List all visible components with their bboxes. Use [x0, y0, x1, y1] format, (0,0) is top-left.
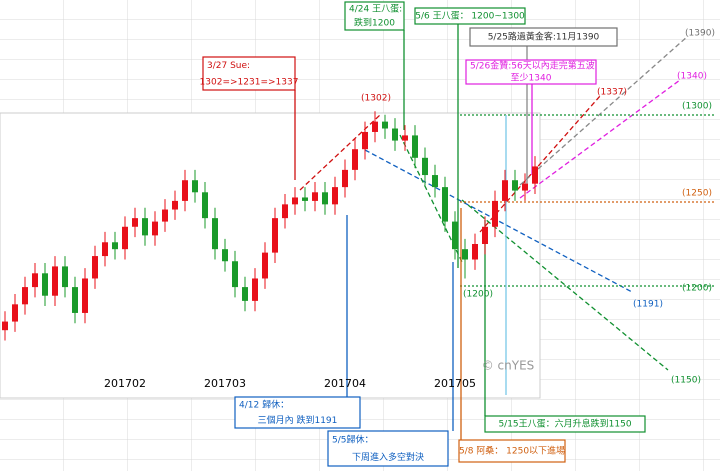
- x-tick-label: 201705: [434, 377, 476, 390]
- candle-body: [242, 287, 248, 301]
- candle-body: [72, 287, 78, 313]
- annotation-text: 跌到1200: [354, 17, 395, 29]
- candle-body: [232, 261, 238, 288]
- candle-body: [472, 244, 478, 260]
- candle-body: [52, 266, 58, 296]
- candle-body: [282, 204, 288, 219]
- candle-body: [402, 135, 408, 141]
- candle-body: [322, 192, 328, 205]
- candle-body: [482, 226, 488, 244]
- x-tick-label: 201704: [324, 377, 366, 390]
- candle-body: [372, 121, 378, 132]
- candle-body: [32, 273, 38, 288]
- price-label: (1200): [682, 284, 712, 294]
- candle-body: [202, 192, 208, 219]
- candle-body: [92, 256, 98, 279]
- x-tick-label: 201702: [104, 377, 146, 390]
- candle-body: [2, 321, 8, 331]
- annotation-text: 3/27 Sue:: [207, 61, 250, 71]
- plot-area: [0, 112, 541, 399]
- price-label: (1300): [682, 102, 712, 112]
- annotation-box: [234, 396, 361, 429]
- candle-body: [312, 192, 318, 201]
- candle-body: [12, 304, 18, 322]
- annotation-box: [327, 430, 449, 467]
- candle-body: [102, 242, 108, 257]
- annotation-text: 5/5歸休：: [332, 433, 374, 445]
- candle-body: [112, 242, 118, 250]
- price-label: (1340): [677, 72, 707, 82]
- candle-body: [142, 218, 148, 236]
- price-label: (1337): [597, 88, 627, 98]
- candle-body: [492, 200, 498, 227]
- candle-body: [422, 157, 428, 176]
- candle-body: [522, 183, 528, 191]
- candle-body: [172, 200, 178, 210]
- price-label: (1390): [685, 29, 715, 39]
- candles: [2, 111, 538, 341]
- annotation-box: [344, 1, 405, 31]
- candle-body: [252, 278, 258, 301]
- candle-body: [292, 197, 298, 205]
- candle-body: [392, 128, 398, 141]
- candle-body: [152, 221, 158, 236]
- candle-body: [192, 180, 198, 193]
- price-label: (1191): [633, 300, 663, 310]
- annotation-text: 三個月內 跌到1191: [258, 414, 338, 426]
- candle-body: [362, 131, 368, 150]
- annotation-text: 5/15王八蛋：六月升息跌到1150: [498, 418, 631, 430]
- x-tick-label: 201703: [204, 377, 246, 390]
- candle-body: [332, 187, 338, 205]
- annotation-box: [202, 56, 296, 91]
- candle-body: [512, 180, 518, 191]
- annotation-box: [469, 27, 618, 47]
- candle-body: [122, 226, 128, 250]
- annotation-box: [414, 7, 526, 25]
- candle-body: [222, 249, 228, 262]
- candle-body: [302, 197, 308, 201]
- annotation-text: 下周進入多空對決: [352, 451, 424, 463]
- candle-body: [462, 249, 468, 260]
- candle-body: [62, 266, 68, 288]
- candle-body: [182, 180, 188, 201]
- watermark: © cnYES: [482, 359, 535, 373]
- candle-body: [502, 180, 508, 201]
- candle-body: [42, 273, 48, 296]
- annotation-text: 4/12 歸休：: [239, 398, 289, 410]
- candle-body: [352, 149, 358, 170]
- price-label: (1250): [682, 189, 712, 199]
- annotation-box: [484, 415, 646, 433]
- annotation-text: 4/24 王八蛋:: [349, 4, 402, 15]
- price-label: (1302): [361, 94, 391, 104]
- annotation-text: 5/25路過黃金客:11月1390: [488, 31, 600, 43]
- candle-body: [432, 175, 438, 188]
- candle-body: [82, 278, 88, 313]
- candle-body: [442, 187, 448, 222]
- price-label: (1150): [671, 376, 701, 386]
- candle-body: [532, 166, 538, 184]
- candle-body: [412, 135, 418, 158]
- candle-body: [342, 169, 348, 188]
- annotation-text: 至少1340: [511, 73, 552, 84]
- candle-body: [382, 121, 388, 129]
- annotation-text: 5/26金贊:56天以內走完第五波: [470, 60, 595, 72]
- candle-body: [132, 218, 138, 227]
- annotation-text: 5/6 王八蛋： 1200~1300: [415, 11, 525, 22]
- annotation-text: 1302=>1231=>1337: [200, 77, 299, 87]
- candle-body: [22, 287, 28, 305]
- candle-body: [272, 218, 278, 253]
- annotation-box: [458, 439, 566, 463]
- candle-body: [262, 252, 268, 279]
- annotation-text: 5/8 阿桑： 1250以下進場: [459, 445, 565, 457]
- candle-body: [452, 221, 458, 250]
- annotation-box: [465, 59, 597, 85]
- candle-body: [212, 218, 218, 250]
- candle-body: [162, 209, 168, 222]
- price-label: (1200): [463, 290, 493, 300]
